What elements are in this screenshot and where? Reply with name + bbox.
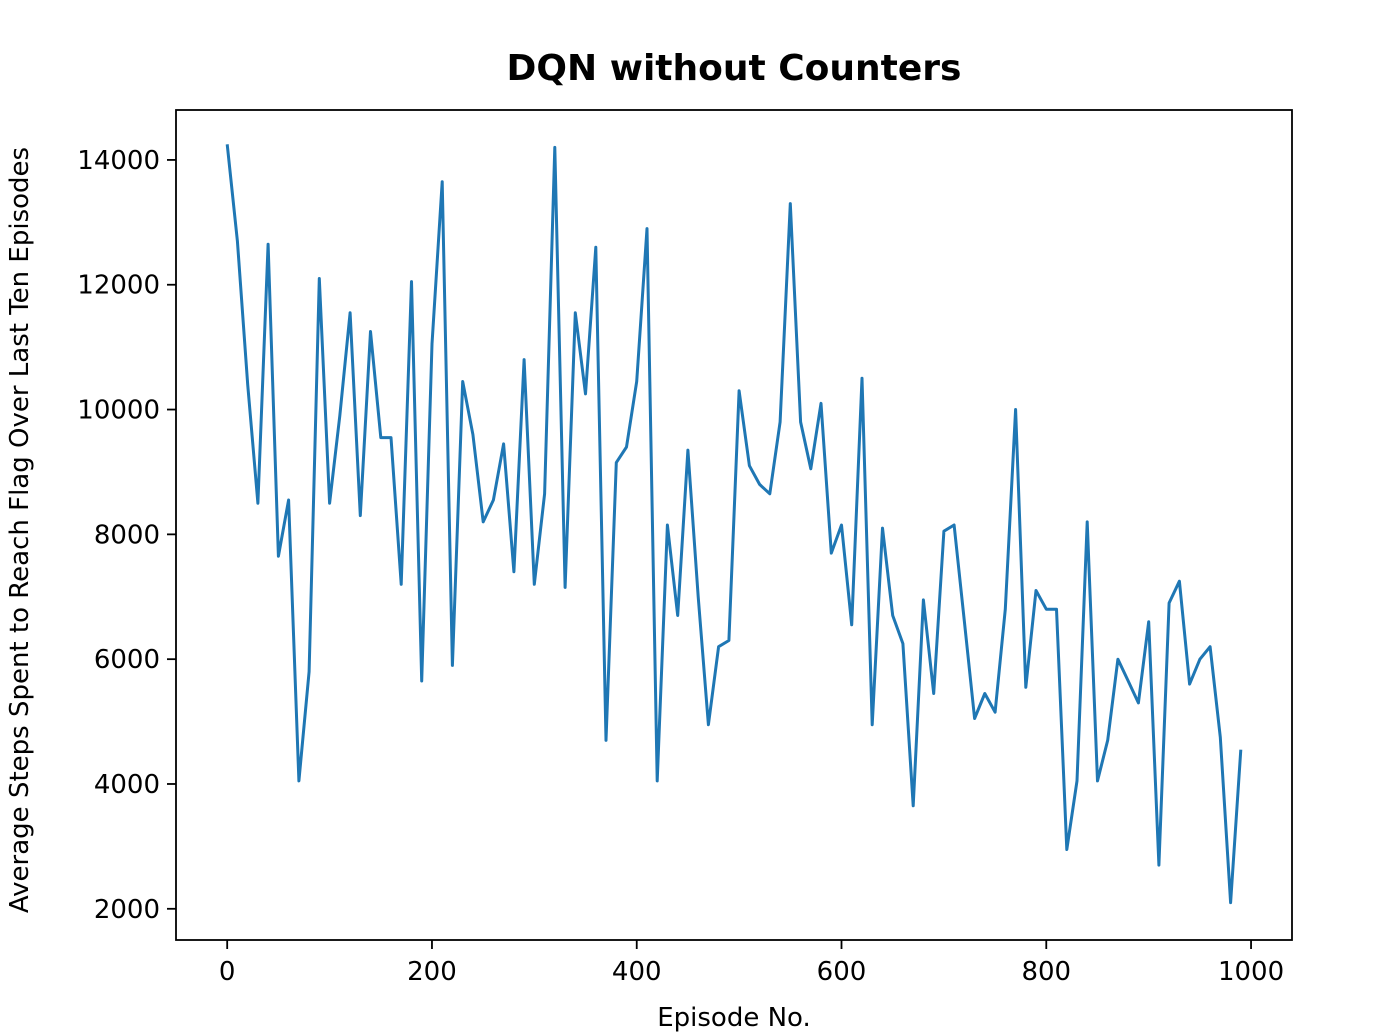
series-line	[225, 144, 1243, 905]
y-axis-ticks: 2000 4000 6000 8000 10000 12000 14000	[77, 146, 176, 925]
plot-area-frame	[175, 109, 1293, 941]
x-axis-ticks: 0 200 400 600 800 1000	[219, 940, 1284, 987]
x-tick-label: 200	[407, 957, 457, 987]
x-tick-label: 400	[612, 957, 662, 987]
x-axis-label: Episode No.	[657, 1003, 811, 1033]
y-tick-label: 10000	[77, 396, 160, 426]
x-tick-label: 800	[1021, 957, 1071, 987]
y-tick-label: 12000	[77, 271, 160, 301]
y-tick-label: 6000	[94, 645, 160, 675]
x-tick-label: 0	[219, 957, 236, 987]
x-tick-label: 1000	[1218, 957, 1284, 987]
y-tick-label: 4000	[94, 770, 160, 800]
x-tick-label: 600	[817, 957, 867, 987]
y-tick-label: 14000	[77, 146, 160, 176]
chart-title: DQN without Counters	[507, 48, 962, 89]
y-tick-label: 2000	[94, 895, 160, 925]
y-tick-label: 8000	[94, 520, 160, 550]
y-axis-label: Average Steps Spent to Reach Flag Over L…	[5, 147, 35, 913]
